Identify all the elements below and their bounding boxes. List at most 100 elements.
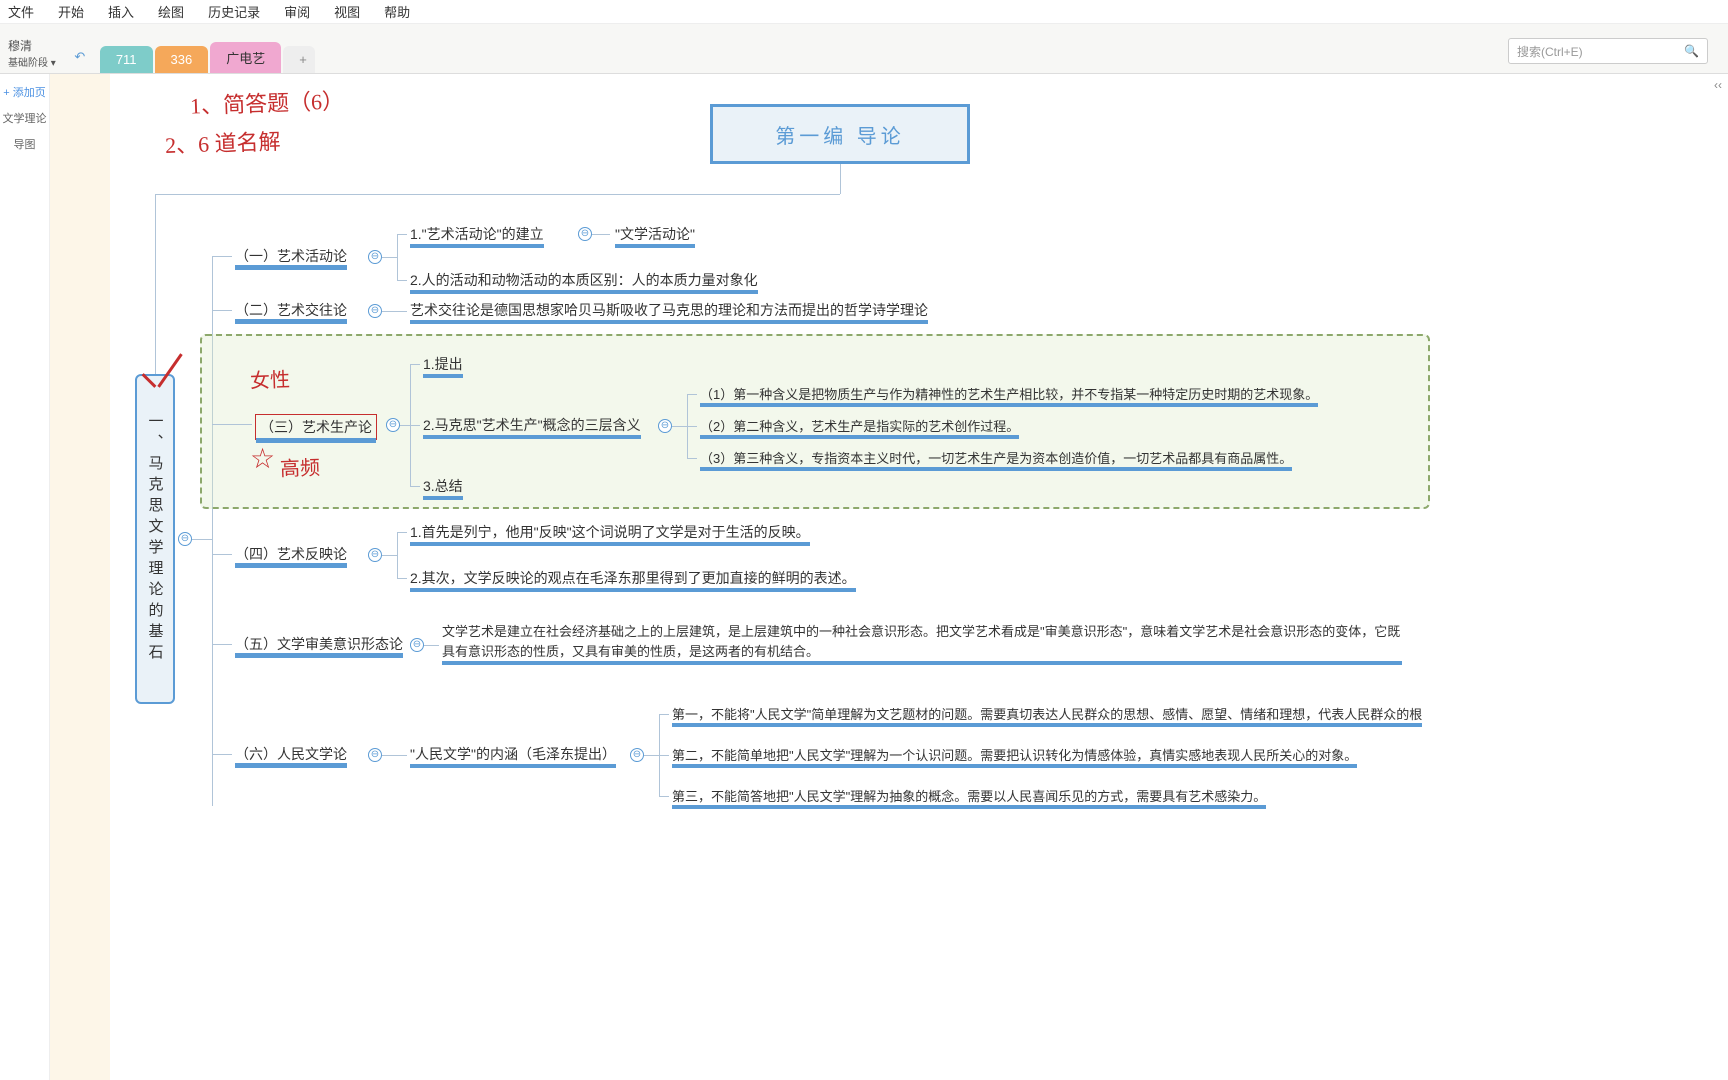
menu-review[interactable]: 审阅 <box>284 2 310 21</box>
node-1a-r[interactable]: "文学活动论" <box>615 224 695 244</box>
sidebar-item-1[interactable]: 文学理论 <box>3 110 47 126</box>
connector <box>397 280 407 281</box>
node-4b[interactable]: 2.其次，文学反映论的观点在毛泽东那里得到了更加直接的鲜明的表述。 <box>410 568 856 588</box>
connector <box>840 164 841 194</box>
connector <box>400 425 410 426</box>
connector <box>687 458 697 459</box>
menu-start[interactable]: 开始 <box>58 2 84 21</box>
search-placeholder: 搜索(Ctrl+E) <box>1517 43 1583 60</box>
connector <box>410 425 420 426</box>
checkmark-icon <box>135 344 185 404</box>
collapse-icon[interactable]: ⊖ <box>386 418 400 432</box>
connector <box>212 310 232 311</box>
node-5[interactable]: （五）文学审美意识形态论 <box>235 634 403 654</box>
mindmap-canvas[interactable]: ‹‹ 第一编 导论 一、马克思文学理论的基石 ⊖ （一）艺术活动论 ⊖ 1."艺… <box>50 74 1728 1080</box>
undo-icon[interactable]: ↶ <box>68 45 92 69</box>
tab-711[interactable]: 711 <box>100 46 153 73</box>
collapse-icon[interactable]: ⊖ <box>368 250 382 264</box>
connector <box>687 394 697 395</box>
node-3c[interactable]: 3.总结 <box>423 476 463 496</box>
collapse-icon[interactable]: ⊖ <box>658 419 672 433</box>
menu-help[interactable]: 帮助 <box>384 2 410 21</box>
node-4a[interactable]: 1.首先是列宁，他用"反映"这个词说明了文学是对于生活的反映。 <box>410 522 810 542</box>
node-1[interactable]: （一）艺术活动论 <box>235 246 347 266</box>
connector <box>687 426 697 427</box>
node-6[interactable]: （六）人民文学论 <box>235 744 347 764</box>
connector <box>212 754 232 755</box>
connector <box>397 532 407 533</box>
collapse-icon[interactable]: ⊖ <box>410 638 424 652</box>
main-area: + 添加页 文学理论 导图 ‹‹ 第一编 导论 一、马克思文学理论的基石 ⊖ （… <box>0 74 1728 1080</box>
collapse-icon[interactable]: ⊖ <box>368 304 382 318</box>
root-node[interactable]: 一、马克思文学理论的基石 <box>135 374 175 704</box>
node-4[interactable]: （四）艺术反映论 <box>235 544 347 564</box>
menu-history[interactable]: 历史记录 <box>208 2 260 21</box>
tab-add[interactable]: + <box>283 46 315 73</box>
connector <box>672 426 687 427</box>
node-5a[interactable]: 文学艺术是建立在社会经济基础之上的上层建筑，是上层建筑中的一种社会意识形态。把文… <box>442 622 1402 661</box>
collapse-icon[interactable]: ⊖ <box>368 748 382 762</box>
node-3b2[interactable]: （2）第二种含义，艺术生产是指实际的艺术创作过程。 <box>700 416 1019 435</box>
connector <box>410 364 420 365</box>
root-label: 一、马克思文学理论的基石 <box>145 413 166 665</box>
connector <box>382 311 407 312</box>
page-tabs: 711 336 广电艺 + <box>100 42 315 73</box>
connector <box>659 755 669 756</box>
title-box[interactable]: 第一编 导论 <box>710 104 970 164</box>
connector <box>659 796 669 797</box>
notebook-name: 穆清 <box>8 37 56 54</box>
node-1a[interactable]: 1."艺术活动论"的建立 <box>410 224 544 244</box>
connector <box>397 234 407 235</box>
node-6a[interactable]: "人民文学"的内涵（毛泽东提出） <box>410 744 616 764</box>
notebook-selector[interactable]: 穆清 基础阶段 ▾ <box>8 37 56 73</box>
node-3b1[interactable]: （1）第一种含义是把物质生产与作为精神性的艺术生产相比较，并不专指某一种特定历史… <box>700 384 1318 403</box>
menu-insert[interactable]: 插入 <box>108 2 134 21</box>
collapse-icon[interactable]: ⊖ <box>630 748 644 762</box>
connector <box>397 578 407 579</box>
connector <box>592 234 610 235</box>
tab-336[interactable]: 336 <box>155 46 209 73</box>
tab-gd[interactable]: 广电艺 <box>210 42 281 73</box>
connector <box>382 257 397 258</box>
search-icon: 🔍 <box>1684 44 1699 58</box>
annotation-1: 1、简答题（6） <box>189 83 344 120</box>
menu-bar: 文件 开始 插入 绘图 历史记录 审阅 视图 帮助 <box>0 0 1728 24</box>
node-6a1[interactable]: 第一，不能将"人民文学"简单理解为文艺题材的问题。需要真切表达人民群众的思想、感… <box>672 704 1422 723</box>
collapse-icon[interactable]: ⊖ <box>178 532 192 546</box>
node-3b[interactable]: 2.马克思"艺术生产"概念的三层含义 <box>423 415 641 435</box>
node-3b3[interactable]: （3）第三种含义，专指资本主义时代，一切艺术生产是为资本创造价值，一切艺术品都具… <box>700 448 1292 467</box>
connector <box>212 256 232 257</box>
connector <box>192 539 212 540</box>
node-2a[interactable]: 艺术交往论是德国思想家哈贝马斯吸收了马克思的理论和方法而提出的哲学诗学理论 <box>410 300 928 320</box>
connector <box>397 532 398 578</box>
node-2[interactable]: （二）艺术交往论 <box>235 300 347 320</box>
annotation-2: 2、6 道名解 <box>164 124 281 160</box>
page-sidebar: + 添加页 文学理论 导图 <box>0 74 50 1080</box>
collapse-icon[interactable]: ⊖ <box>368 548 382 562</box>
scroll-indicator-icon: ‹‹ <box>1714 78 1722 92</box>
annotation-4: 高频 <box>280 451 321 481</box>
connector <box>659 714 669 715</box>
sidebar-item-2[interactable]: 导图 <box>14 136 36 152</box>
node-3a[interactable]: 1.提出 <box>423 354 463 374</box>
connector <box>155 194 840 195</box>
menu-view[interactable]: 视图 <box>334 2 360 21</box>
collapse-icon[interactable]: ⊖ <box>578 227 592 241</box>
search-input[interactable]: 搜索(Ctrl+E) 🔍 <box>1508 38 1708 64</box>
node-6a2[interactable]: 第二，不能简单地把"人民文学"理解为一个认识问题。需要把认识转化为情感体验，真情… <box>672 745 1357 764</box>
node-6a3[interactable]: 第三，不能简答地把"人民文学"理解为抽象的概念。需要以人民喜闻乐见的方式，需要具… <box>672 786 1266 805</box>
star-icon: ☆ <box>250 442 275 475</box>
node-1b[interactable]: 2.人的活动和动物活动的本质区别：人的本质力量对象化 <box>410 270 758 290</box>
menu-draw[interactable]: 绘图 <box>158 2 184 21</box>
add-page-button[interactable]: + 添加页 <box>3 84 45 100</box>
menu-file[interactable]: 文件 <box>8 2 34 21</box>
connector <box>424 645 439 646</box>
connector <box>410 486 420 487</box>
cream-panel <box>50 74 110 1080</box>
connector <box>212 644 232 645</box>
connector <box>397 234 398 280</box>
node-3[interactable]: （三）艺术生产论 <box>255 414 377 440</box>
toolbar: 穆清 基础阶段 ▾ ↶ 711 336 广电艺 + 搜索(Ctrl+E) 🔍 <box>0 24 1728 74</box>
connector <box>212 554 232 555</box>
notebook-section: 基础阶段 ▾ <box>8 54 56 69</box>
